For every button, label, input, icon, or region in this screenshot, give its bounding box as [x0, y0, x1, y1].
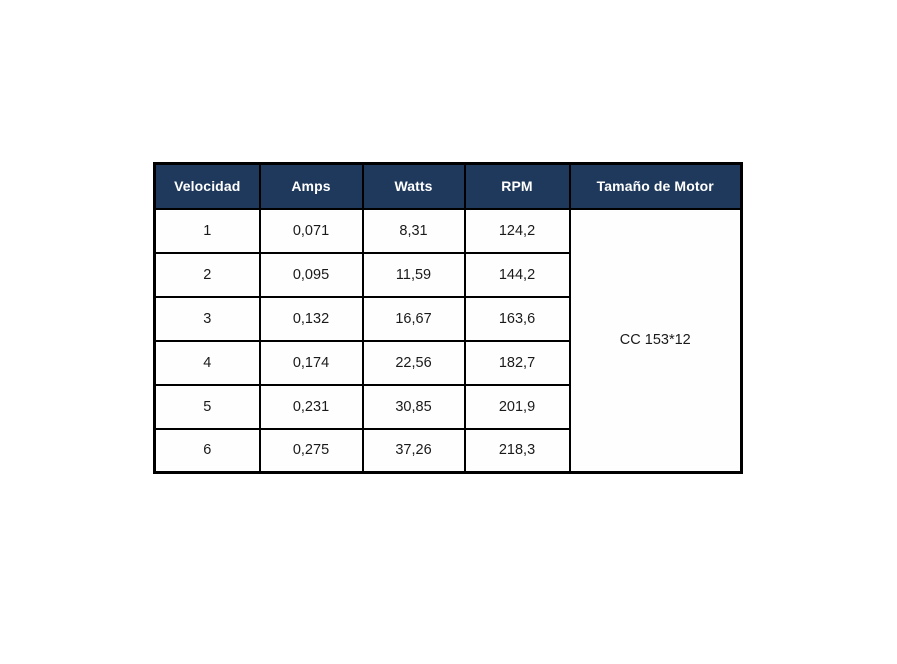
cell-rpm: 182,7	[463, 339, 571, 386]
cell-amps: 0,132	[258, 295, 364, 342]
table-row: 3 0,132 16,67 163,6	[153, 295, 742, 342]
column-header-rpm: RPM	[463, 162, 571, 210]
cell-amps: 0,071	[258, 207, 364, 254]
cell-velocidad: 2	[153, 251, 261, 298]
table-row: 6 0,275 37,26 218,3	[153, 427, 742, 474]
cell-amps: 0,231	[258, 383, 364, 430]
cell-velocidad: 4	[153, 339, 261, 386]
column-header-watts: Watts	[361, 162, 466, 210]
cell-watts: 37,26	[361, 427, 466, 474]
column-header-amps: Amps	[258, 162, 364, 210]
cell-velocidad: 6	[153, 427, 261, 474]
cell-rpm: 218,3	[463, 427, 571, 474]
cell-watts: 22,56	[361, 339, 466, 386]
cell-motor-size: CC 153*12	[568, 207, 743, 474]
cell-watts: 30,85	[361, 383, 466, 430]
cell-rpm: 163,6	[463, 295, 571, 342]
motor-speed-table: Velocidad Amps Watts RPM Tamaño de Motor…	[153, 162, 743, 474]
cell-velocidad: 3	[153, 295, 261, 342]
cell-rpm: 124,2	[463, 207, 571, 254]
cell-amps: 0,095	[258, 251, 364, 298]
cell-watts: 11,59	[361, 251, 466, 298]
table-row: 2 0,095 11,59 144,2	[153, 251, 742, 298]
table-row: 4 0,174 22,56 182,7	[153, 339, 742, 386]
table-row: 1 0,071 8,31 124,2 CC 153*12	[153, 207, 743, 474]
header-row: Velocidad Amps Watts RPM Tamaño de Motor	[153, 162, 743, 210]
cell-amps: 0,275	[258, 427, 364, 474]
cell-watts: 16,67	[361, 295, 466, 342]
table-row: 5 0,231 30,85 201,9	[153, 383, 742, 430]
column-header-motor-size: Tamaño de Motor	[568, 162, 743, 210]
column-header-velocidad: Velocidad	[153, 162, 261, 210]
cell-velocidad: 5	[153, 383, 261, 430]
cell-rpm: 144,2	[463, 251, 571, 298]
cell-velocidad: 1	[153, 207, 261, 254]
cell-amps: 0,174	[258, 339, 364, 386]
cell-watts: 8,31	[361, 207, 466, 254]
cell-rpm: 201,9	[463, 383, 571, 430]
